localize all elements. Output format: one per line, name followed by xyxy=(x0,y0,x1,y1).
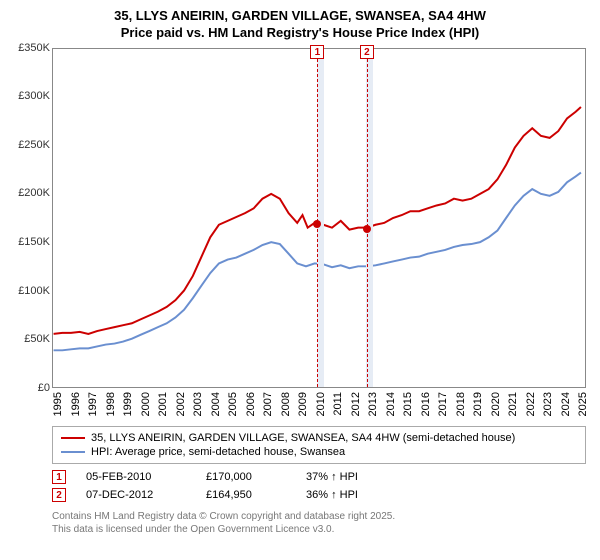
x-tick-label: 2009 xyxy=(297,392,309,416)
x-tick-label: 1995 xyxy=(52,392,64,416)
highlight-band xyxy=(317,49,324,387)
y-tick-label: £250K xyxy=(10,139,50,151)
y-tick-label: £350K xyxy=(10,42,50,54)
y-tick-label: £200K xyxy=(10,187,50,199)
x-tick-label: 2006 xyxy=(245,392,257,416)
legend-label: 35, LLYS ANEIRIN, GARDEN VILLAGE, SWANSE… xyxy=(91,432,515,444)
sale-row-marker: 1 xyxy=(52,470,66,484)
x-tick-label: 2013 xyxy=(367,392,379,416)
y-tick-label: £300K xyxy=(10,90,50,102)
footer-attribution: Contains HM Land Registry data © Crown c… xyxy=(52,510,590,536)
x-tick-label: 2020 xyxy=(490,392,502,416)
sale-date: 05-FEB-2010 xyxy=(86,471,186,483)
y-tick-label: £50K xyxy=(10,333,50,345)
plot-area: 12 xyxy=(52,48,586,388)
x-tick-label: 2007 xyxy=(262,392,274,416)
x-tick-label: 2000 xyxy=(140,392,152,416)
x-tick-label: 2014 xyxy=(385,392,397,416)
x-tick-label: 2002 xyxy=(175,392,187,416)
x-tick-label: 2003 xyxy=(192,392,204,416)
x-tick-label: 2025 xyxy=(577,392,589,416)
x-tick-label: 1997 xyxy=(87,392,99,416)
y-tick-label: £100K xyxy=(10,285,50,297)
sale-row: 1 05-FEB-2010 £170,000 37% ↑ HPI xyxy=(52,470,590,484)
sale-marker-line xyxy=(367,49,368,387)
legend-label: HPI: Average price, semi-detached house,… xyxy=(91,446,345,458)
title-line-2: Price paid vs. HM Land Registry's House … xyxy=(10,25,590,42)
legend-swatch xyxy=(61,451,85,453)
legend-item: 35, LLYS ANEIRIN, GARDEN VILLAGE, SWANSE… xyxy=(61,431,577,445)
sale-marker-box: 1 xyxy=(310,45,324,59)
x-tick-label: 1999 xyxy=(122,392,134,416)
sale-marker-box: 2 xyxy=(360,45,374,59)
x-tick-label: 2021 xyxy=(507,392,519,416)
sale-marker-line xyxy=(317,49,318,387)
sale-price: £170,000 xyxy=(206,471,286,483)
sale-row: 2 07-DEC-2012 £164,950 36% ↑ HPI xyxy=(52,488,590,502)
x-tick-label: 2005 xyxy=(227,392,239,416)
x-tick-label: 2015 xyxy=(402,392,414,416)
chart-wrap: £0£50K£100K£150K£200K£250K£300K£350K 12 … xyxy=(10,48,590,418)
x-tick-label: 2004 xyxy=(210,392,222,416)
sale-dot xyxy=(313,220,321,228)
x-tick-label: 2010 xyxy=(315,392,327,416)
x-tick-label: 2012 xyxy=(350,392,362,416)
sale-price: £164,950 xyxy=(206,489,286,501)
sale-date: 07-DEC-2012 xyxy=(86,489,186,501)
chart-title: 35, LLYS ANEIRIN, GARDEN VILLAGE, SWANSE… xyxy=(10,8,590,42)
sale-dot xyxy=(363,225,371,233)
x-tick-label: 2016 xyxy=(420,392,432,416)
sale-change: 37% ↑ HPI xyxy=(306,471,358,483)
legend-swatch xyxy=(61,437,85,439)
x-tick-label: 2018 xyxy=(455,392,467,416)
x-tick-label: 2024 xyxy=(560,392,572,416)
chart-container: 35, LLYS ANEIRIN, GARDEN VILLAGE, SWANSE… xyxy=(0,0,600,544)
x-tick-label: 2023 xyxy=(542,392,554,416)
sale-change: 36% ↑ HPI xyxy=(306,489,358,501)
sale-row-marker: 2 xyxy=(52,488,66,502)
x-tick-label: 2019 xyxy=(472,392,484,416)
legend-item: HPI: Average price, semi-detached house,… xyxy=(61,445,577,459)
footer-line-2: This data is licensed under the Open Gov… xyxy=(52,523,590,536)
y-tick-label: £150K xyxy=(10,236,50,248)
x-tick-label: 2001 xyxy=(157,392,169,416)
title-line-1: 35, LLYS ANEIRIN, GARDEN VILLAGE, SWANSE… xyxy=(10,8,590,25)
x-tick-label: 2011 xyxy=(332,392,344,416)
x-tick-label: 1996 xyxy=(70,392,82,416)
footer-line-1: Contains HM Land Registry data © Crown c… xyxy=(52,510,590,523)
sales-list: 1 05-FEB-2010 £170,000 37% ↑ HPI 2 07-DEC-201… xyxy=(10,470,590,502)
legend-box: 35, LLYS ANEIRIN, GARDEN VILLAGE, SWANSE… xyxy=(52,426,586,464)
x-tick-label: 2022 xyxy=(525,392,537,416)
x-tick-label: 2008 xyxy=(280,392,292,416)
x-axis-ticks: 1995 1996 1997 1998 1999 2000 2001 2002 2003 2004… xyxy=(52,388,586,418)
y-tick-label: £0 xyxy=(10,382,50,394)
x-tick-label: 1998 xyxy=(105,392,117,416)
x-tick-label: 2017 xyxy=(437,392,449,416)
